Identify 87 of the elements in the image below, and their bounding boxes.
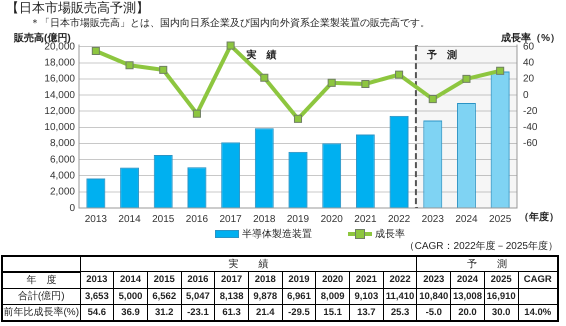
data-label: 11,410 <box>383 288 417 304</box>
data-label: 36.9 <box>114 304 148 320</box>
category-label: 2018 <box>254 274 276 286</box>
x-tick-label: 2013 <box>84 214 108 225</box>
chart-title: 【日本市場販売高予測】 <box>6 0 149 16</box>
x-tick-label: 2019 <box>286 214 310 225</box>
y2-tick-label: -60 <box>523 138 538 150</box>
data-label: 13.7 <box>350 304 384 320</box>
y-tick-label: 6,000 <box>50 154 76 166</box>
category-label: 2017 <box>221 274 242 286</box>
category-label: 2019 <box>288 274 310 286</box>
x-tick-label: 2023 <box>422 214 444 225</box>
x-tick-label: 2024 <box>455 214 478 225</box>
data-label: 25.3 <box>383 304 417 320</box>
category-label: 2025 <box>490 274 512 286</box>
text: 年 度 <box>2 272 80 288</box>
category-label: 2014 <box>120 274 142 286</box>
y2-axis-title: 成長率（%） <box>501 33 560 44</box>
data-label: 20.0 <box>450 304 484 320</box>
data-label: 31.2 <box>147 304 182 320</box>
x-tick-label: 2021 <box>354 214 377 225</box>
legend-label: 半導体製造装置 <box>242 228 312 241</box>
y2-tick-label: 0 <box>523 90 529 101</box>
y-tick-label: 18,000 <box>44 58 76 68</box>
y-tick-label: 10,000 <box>44 122 76 134</box>
data-label: 5,000 <box>114 288 148 304</box>
data-label: 9,878 <box>248 288 282 304</box>
x-tick-label: 2018 <box>253 214 276 225</box>
category-label: 2023 <box>423 274 444 286</box>
data-label: 8,009 <box>316 288 350 304</box>
band-label: 予 測 <box>426 48 457 61</box>
data-label: 30.0 <box>484 304 518 320</box>
y2-tick-label: -40 <box>523 122 538 134</box>
data-label: 10,840 <box>416 288 451 304</box>
text: 実 績 <box>80 256 417 272</box>
annotation: 実 績 <box>245 48 276 61</box>
data-label: 8,138 <box>214 288 248 304</box>
legend-label: 成長率 <box>375 228 405 241</box>
category-label: 2016 <box>187 274 208 286</box>
data-label: -23.1 <box>181 304 215 320</box>
category-label: 2013 <box>86 274 108 286</box>
y-tick-label: 2,000 <box>50 186 76 198</box>
category-label: 2022 <box>389 274 411 286</box>
x-axis-title: （年度） <box>519 212 559 224</box>
data-label: 13,008 <box>450 288 484 304</box>
data-label: 5,047 <box>181 288 215 304</box>
x-tick-label: 2020 <box>320 214 344 225</box>
text: 合計(億円) <box>2 288 80 304</box>
category-label: 2024 <box>456 274 478 286</box>
data-label: 54.6 <box>80 304 114 320</box>
y-tick-label: 12,000 <box>44 106 76 117</box>
y-tick-label: 8,000 <box>50 138 76 150</box>
category-label: 2021 <box>356 274 377 286</box>
x-tick-label: 2015 <box>152 214 175 225</box>
data-label: -5.0 <box>416 304 451 320</box>
chart-subtitle: ＊「日本市場販売高」とは、国内向日系企業及び国内向外資系企業製装置の販売高です。 <box>30 18 430 30</box>
y2-tick-label: 40 <box>523 58 535 68</box>
y-tick-label: 16,000 <box>44 74 76 85</box>
y-tick-label: 4,000 <box>50 170 76 182</box>
data-label: 21.4 <box>248 304 282 320</box>
text: 14.0% <box>518 304 558 320</box>
y-tick-label: 14,000 <box>44 90 76 101</box>
data-label: -29.5 <box>282 304 316 320</box>
x-tick-label: 2016 <box>186 214 208 225</box>
data-label: 61.3 <box>214 304 248 320</box>
x-tick-label: 2025 <box>489 214 512 225</box>
category-label: 2020 <box>322 274 344 286</box>
data-label: 15.1 <box>316 304 350 320</box>
category-label: 2015 <box>154 274 175 286</box>
x-tick-label: 2017 <box>219 214 242 225</box>
y-tick-label: 20,000 <box>44 41 76 52</box>
text: 前年比成長率(%) <box>2 304 80 320</box>
text: 予 測 <box>416 256 558 272</box>
y2-tick-label: 60 <box>523 41 535 52</box>
data-label: 9,103 <box>350 288 384 304</box>
y-tick-label: 0 <box>69 202 76 214</box>
data-label: 3,653 <box>80 288 114 304</box>
y-axis-title: 販売高(億円) <box>14 33 71 44</box>
data-label: 6,961 <box>282 288 316 304</box>
y2-tick-label: -20 <box>523 106 538 117</box>
data-label: 6,562 <box>147 288 182 304</box>
x-tick-label: 2022 <box>388 214 411 225</box>
text: （CAGR：2022年度－2025年度） <box>404 241 558 252</box>
y2-tick-label: 20 <box>523 74 535 85</box>
data-label: 16,910 <box>484 288 518 304</box>
text: CAGR <box>518 272 558 288</box>
x-tick-label: 2014 <box>118 214 142 225</box>
